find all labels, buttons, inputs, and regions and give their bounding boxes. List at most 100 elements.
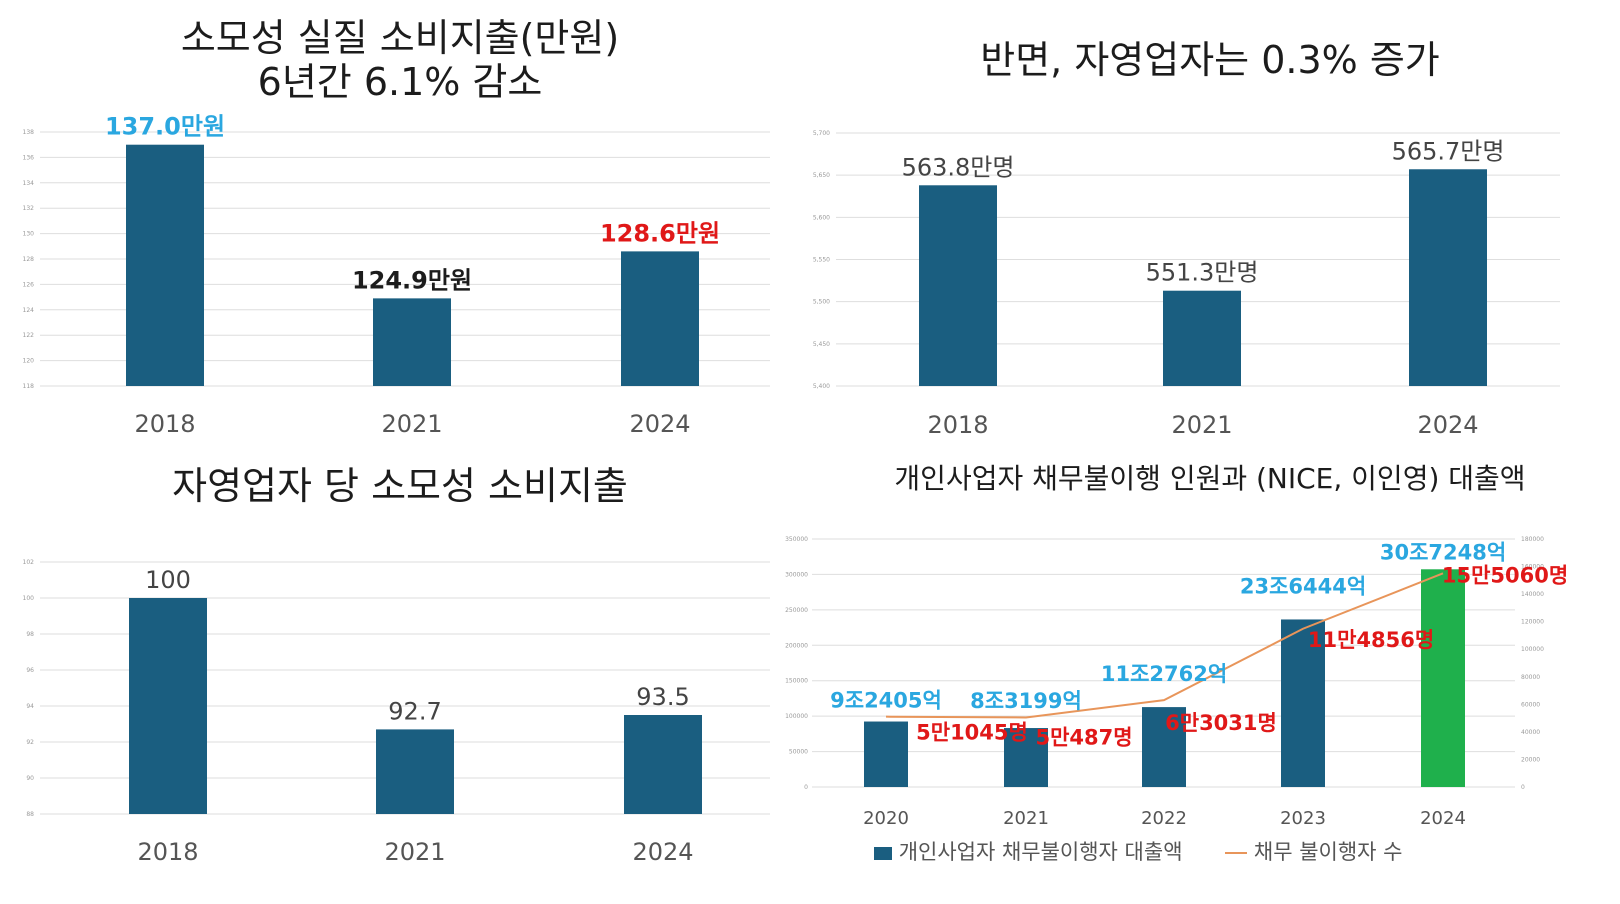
bar bbox=[1142, 707, 1186, 787]
chart-title: 소모성 실질 소비지출(만원) 6년간 6.1% 감소 bbox=[0, 16, 800, 104]
x-tick-label: 2024 bbox=[629, 410, 690, 438]
y-right-tick-label: 20000 bbox=[1521, 756, 1540, 763]
chart-legend: 개인사업자 채무불이행자 대출액 채무 불이행자 수 bbox=[874, 836, 1403, 866]
bar bbox=[864, 721, 908, 787]
y-tick-label: 134 bbox=[23, 180, 35, 187]
y-left-tick-label: 300000 bbox=[785, 571, 808, 578]
y-right-tick-label: 0 bbox=[1521, 784, 1525, 791]
y-left-tick-label: 0 bbox=[804, 784, 808, 791]
y-left-tick-label: 50000 bbox=[789, 749, 808, 756]
y-right-tick-label: 120000 bbox=[1521, 619, 1544, 626]
y-tick-label: 94 bbox=[26, 703, 34, 710]
bar bbox=[1004, 728, 1048, 787]
x-tick-label: 2023 bbox=[1280, 808, 1326, 829]
bar bbox=[1163, 290, 1241, 386]
y-right-tick-label: 80000 bbox=[1521, 674, 1540, 681]
y-tick-label: 118 bbox=[23, 383, 35, 390]
y-right-tick-label: 100000 bbox=[1521, 646, 1544, 653]
x-tick-label: 2018 bbox=[137, 838, 198, 866]
chart-panel-self-employed: 반면, 자영업자는 0.3% 증가 5,400 5,450 5,500 5,550 5,… bbox=[800, 0, 1620, 450]
bar bbox=[373, 298, 451, 386]
y-tick-label: 5,450 bbox=[813, 341, 830, 348]
y-tick-label: 88 bbox=[26, 811, 34, 818]
chart-panel-consumption: 소모성 실질 소비지출(만원) 6년간 6.1% 감소 118 120 122 124… bbox=[0, 0, 800, 450]
legend-label-bar: 개인사업자 채무불이행자 대출액 bbox=[898, 840, 1183, 864]
y-right-tick-label: 60000 bbox=[1521, 701, 1540, 708]
bar-data-label: 8조3199억 bbox=[970, 689, 1082, 713]
bar bbox=[1409, 169, 1487, 386]
chart-title: 자영업자 당 소모성 소비지출 bbox=[172, 464, 628, 508]
x-tick-label: 2024 bbox=[1420, 808, 1466, 829]
x-tick-label: 2021 bbox=[381, 410, 442, 438]
chart-per-capita: 88 90 92 94 96 98 100 102 100 2018 92.7 2021 93.5 202… bbox=[23, 559, 770, 866]
y-tick-label: 98 bbox=[26, 631, 34, 638]
data-label: 563.8만명 bbox=[902, 153, 1015, 181]
y-left-tick-label: 250000 bbox=[785, 607, 808, 614]
y-left-tick-label: 350000 bbox=[785, 536, 808, 543]
chart-consumption: 118 120 122 124 126 128 130 132 134 136 138 137.0만원… bbox=[23, 113, 770, 438]
x-tick-label: 2021 bbox=[384, 838, 445, 866]
line-data-label: 5만1045명 bbox=[916, 721, 1028, 745]
y-tick-label: 136 bbox=[23, 154, 35, 161]
bar bbox=[1281, 619, 1325, 787]
x-tick-label: 2021 bbox=[1003, 808, 1049, 829]
data-label: 128.6만원 bbox=[600, 219, 720, 247]
y-tick-label: 120 bbox=[23, 358, 35, 365]
line-data-label: 5만487명 bbox=[1035, 725, 1132, 749]
chart-panel-per-capita: 자영업자 당 소모성 소비지출 88 90 92 94 96 98 100 102 100 201… bbox=[0, 450, 800, 904]
y-tick-label: 5,550 bbox=[813, 257, 830, 264]
line-data-label: 6만3031명 bbox=[1165, 711, 1277, 735]
line-series bbox=[885, 572, 1444, 719]
y-tick-label: 5,650 bbox=[813, 172, 830, 179]
x-tick-label: 2022 bbox=[1141, 808, 1187, 829]
legend-swatch-line bbox=[1225, 852, 1248, 854]
bar bbox=[919, 185, 997, 386]
bar bbox=[1421, 569, 1465, 787]
bar bbox=[624, 715, 702, 814]
data-label: 124.9만원 bbox=[352, 266, 472, 294]
bar-data-label: 30조7248억 bbox=[1380, 540, 1506, 564]
bar bbox=[126, 144, 204, 386]
y-tick-label: 130 bbox=[23, 231, 35, 238]
x-tick-label: 2024 bbox=[632, 838, 693, 866]
chart-title-line2: 6년간 6.1% 감소 bbox=[257, 60, 543, 104]
data-label: 565.7만명 bbox=[1392, 137, 1505, 165]
bar bbox=[129, 598, 207, 814]
y-tick-label: 126 bbox=[23, 281, 35, 288]
legend-label-line: 채무 불이행자 수 bbox=[1253, 840, 1403, 864]
y-right-tick-label: 160000 bbox=[1521, 564, 1544, 571]
y-tick-label: 122 bbox=[23, 332, 35, 339]
line-data-label: 11만4856명 bbox=[1308, 628, 1434, 652]
chart-title: 반면, 자영업자는 0.3% 증가 bbox=[980, 38, 1440, 82]
chart-title-line1: 소모성 실질 소비지출(만원) bbox=[180, 16, 620, 60]
y-tick-label: 5,700 bbox=[813, 130, 830, 137]
y-right-tick-label: 180000 bbox=[1521, 536, 1544, 543]
bar-data-label: 9조2405억 bbox=[830, 689, 942, 713]
y-tick-label: 92 bbox=[26, 739, 34, 746]
y-right-tick-label: 140000 bbox=[1521, 591, 1544, 598]
bar-data-label: 23조6444억 bbox=[1240, 574, 1366, 598]
y-tick-label: 124 bbox=[23, 307, 35, 314]
x-tick-label: 2018 bbox=[134, 410, 195, 438]
x-tick-label: 2020 bbox=[863, 808, 909, 829]
data-label: 93.5 bbox=[636, 683, 689, 711]
data-label: 92.7 bbox=[388, 697, 441, 725]
chart-default: 0500001000001500002000002500003000003500… bbox=[785, 536, 1568, 829]
y-left-tick-label: 200000 bbox=[785, 642, 808, 649]
data-label: 100 bbox=[145, 566, 191, 594]
y-tick-label: 138 bbox=[23, 129, 35, 136]
y-left-tick-label: 100000 bbox=[785, 713, 808, 720]
y-tick-label: 90 bbox=[26, 775, 34, 782]
y-tick-label: 100 bbox=[23, 595, 35, 602]
line-data-label: 15만5060명 bbox=[1442, 563, 1568, 587]
legend-swatch-bar bbox=[874, 846, 892, 860]
y-right-tick-label: 40000 bbox=[1521, 729, 1540, 736]
y-tick-label: 5,600 bbox=[813, 214, 830, 221]
y-tick-label: 5,400 bbox=[813, 383, 830, 390]
x-tick-label: 2021 bbox=[1171, 411, 1232, 439]
y-tick-label: 5,500 bbox=[813, 299, 830, 306]
chart-title: 개인사업자 채무불이행 인원과 (NICE, 이인영) 대출액 bbox=[894, 462, 1526, 495]
bar-data-label: 11조2762억 bbox=[1101, 662, 1227, 686]
chart-self-employed: 5,400 5,450 5,500 5,550 5,600 5,650 5,700 563.8… bbox=[813, 130, 1560, 439]
data-label: 137.0만원 bbox=[105, 113, 225, 141]
